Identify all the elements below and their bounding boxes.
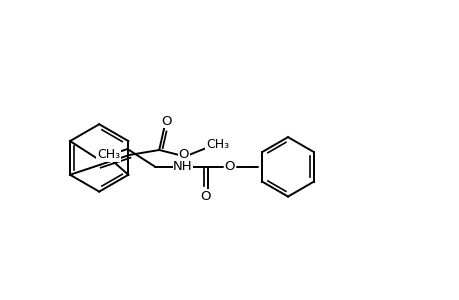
Text: CH₃: CH₃ [97, 148, 120, 161]
Text: O: O [161, 115, 171, 128]
Text: O: O [179, 148, 189, 161]
Text: CH₃: CH₃ [206, 138, 229, 151]
Text: O: O [200, 190, 211, 203]
Text: NH: NH [173, 160, 192, 173]
Text: O: O [224, 160, 234, 173]
